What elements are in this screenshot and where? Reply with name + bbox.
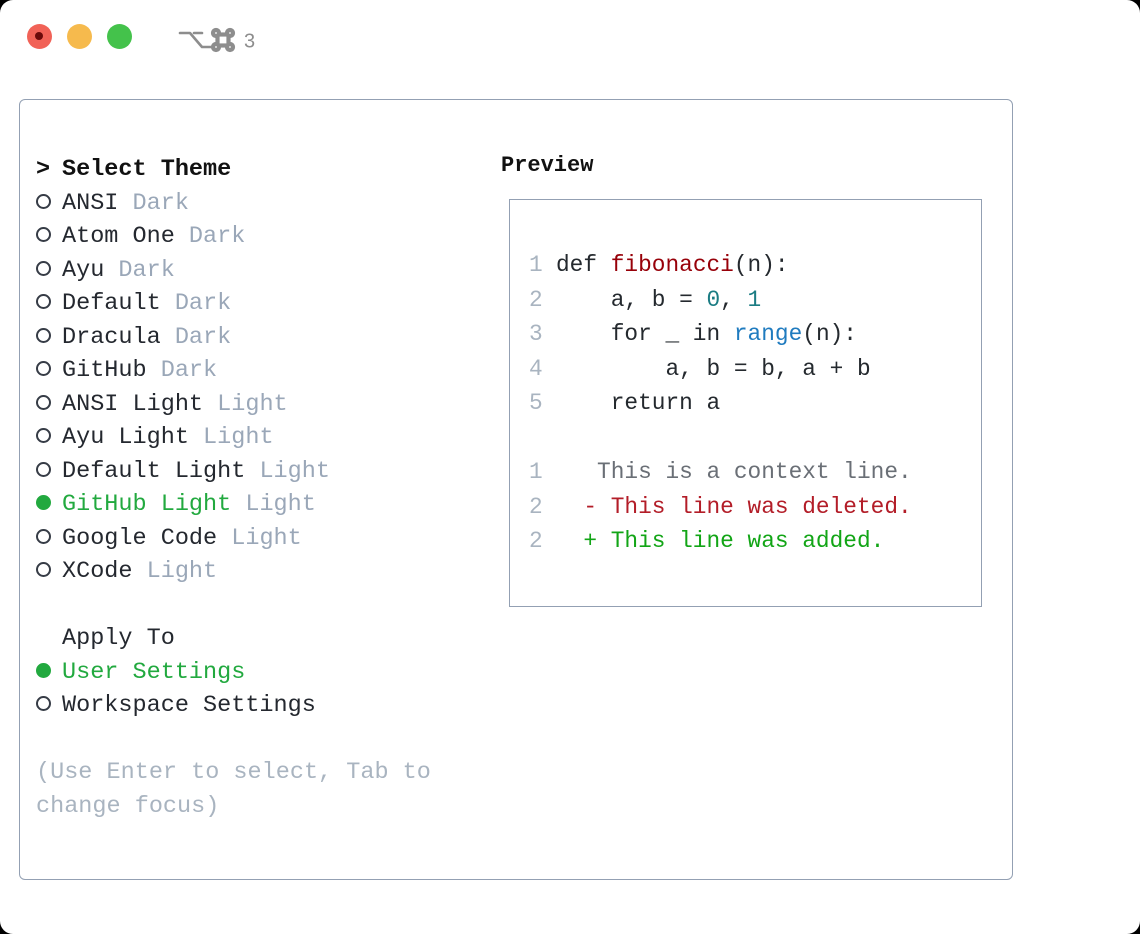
svg-text:3: 3 [244,31,255,53]
